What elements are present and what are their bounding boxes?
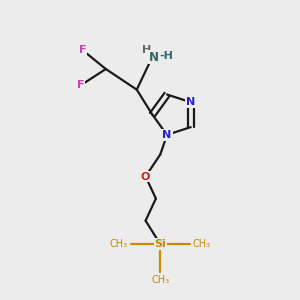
Text: CH₃: CH₃ — [110, 239, 128, 249]
Text: CH₃: CH₃ — [193, 239, 211, 249]
Text: N: N — [186, 97, 195, 107]
Text: Si: Si — [154, 239, 166, 249]
Text: H: H — [142, 46, 151, 56]
Text: -H: -H — [160, 51, 174, 62]
Text: F: F — [79, 45, 86, 55]
Text: CH₃: CH₃ — [151, 275, 169, 285]
Text: O: O — [141, 172, 150, 182]
Text: N: N — [149, 51, 159, 64]
Text: N: N — [162, 130, 172, 140]
Text: F: F — [77, 80, 85, 90]
